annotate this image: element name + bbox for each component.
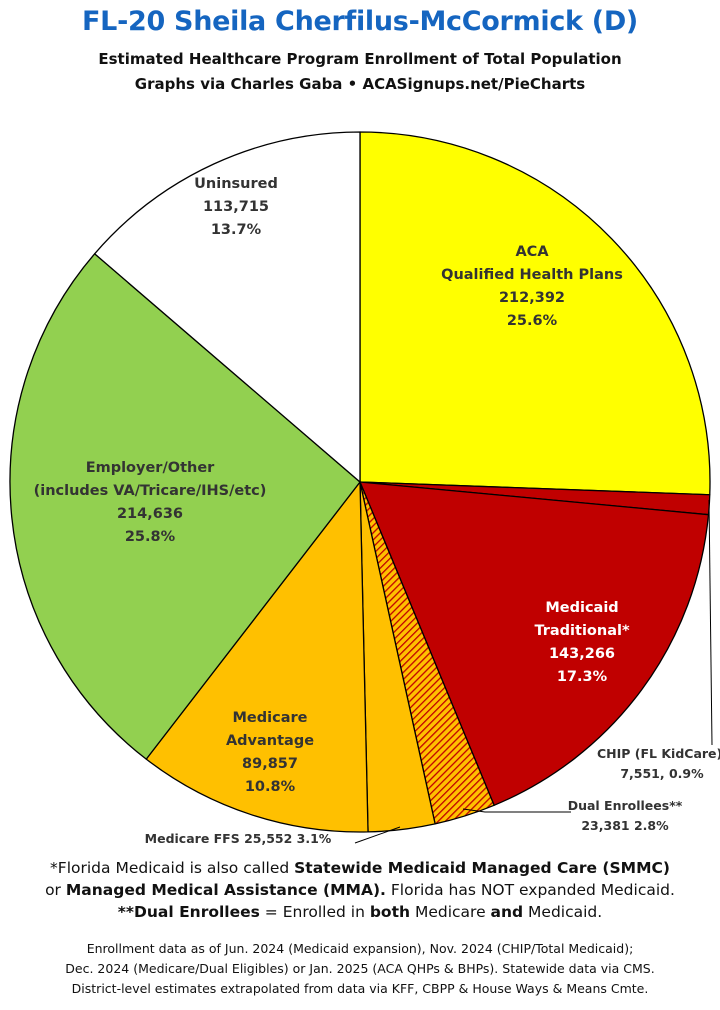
pie-chart: ACA Qualified Health Plans 212,392 25.6% CHI… xyxy=(9,131,720,846)
chart-credit: Graphs via Charles Gaba • ACASignups.net… xyxy=(134,75,586,93)
slice-label-aca: ACA Qualified Health Plans 212,392 25.6% xyxy=(441,244,623,329)
note-smmc: *Florida Medicaid is also called Statewi… xyxy=(50,859,670,877)
source-line-3: District-level estimates extrapolated fr… xyxy=(71,981,649,996)
source-line-1: Enrollment data as of Jun. 2024 (Medicai… xyxy=(86,941,634,956)
source-line-2: Dec. 2024 (Medicare/Dual Eligibles) or J… xyxy=(65,961,655,976)
slice-label-ma: Medicare Advantage 89,857 10.8% xyxy=(226,710,314,795)
note-dual-enrollees: **Dual Enrollees = Enrolled in both Medi… xyxy=(117,903,603,921)
slice-label-ffs: Medicare FFS 25,552 3.1% xyxy=(145,831,332,846)
slice-label-uninsured: Uninsured 113,715 13.7% xyxy=(194,176,278,238)
slice-labels: ACA Qualified Health Plans 212,392 25.6% CHI… xyxy=(34,176,720,846)
slice-label-dual: Dual Enrollees** 23,381 2.8% xyxy=(568,798,683,833)
leader-line-ffs xyxy=(354,826,401,844)
leader-line-chip xyxy=(708,499,713,746)
chart-title: FL-20 Sheila Cherfilus-McCormick (D) xyxy=(82,6,638,37)
leader-line-dual xyxy=(462,808,571,813)
pie-slice-medicaid xyxy=(359,481,710,806)
pie-slice-employer xyxy=(9,253,361,760)
chart-subtitle: Estimated Healthcare Program Enrollment … xyxy=(98,50,622,68)
slice-label-employer: Employer/Other (includes VA/Tricare/IHS/e… xyxy=(34,460,267,545)
pie-slices xyxy=(9,131,711,833)
slice-label-chip: CHIP (FL KidCare), 7,551, 0.9% xyxy=(597,746,720,781)
slice-label-medicaid: Medicaid Traditional* 143,266 17.3% xyxy=(534,600,630,685)
pie-slice-uninsured xyxy=(94,131,361,483)
pie-slice-aca xyxy=(359,131,711,496)
note-mma: or Managed Medical Assistance (MMA). Flo… xyxy=(45,881,675,899)
pie-slice-ma xyxy=(145,481,369,833)
leader-lines xyxy=(354,499,713,844)
